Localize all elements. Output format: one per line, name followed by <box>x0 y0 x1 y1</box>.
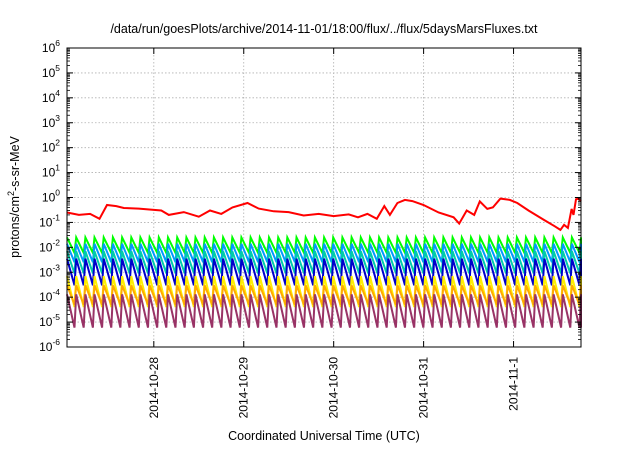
series-line-2 <box>66 243 582 263</box>
series-line-1 <box>66 233 582 257</box>
chart-title: /data/run/goesPlots/archive/2014-11-01/1… <box>110 22 538 36</box>
y-tick-label: 10-5 <box>39 312 60 329</box>
y-tick-label-base: 10 <box>42 191 56 205</box>
y-tick-label-base: 10 <box>42 91 56 105</box>
y-tick-label: 100 <box>42 188 60 205</box>
y-tick-label-base: 10 <box>39 240 53 254</box>
y-axis-label-pre: protons/cm <box>8 196 22 258</box>
x-tick-label: 2014-10-31 <box>417 357 431 419</box>
y-tick-label-base: 10 <box>39 290 53 304</box>
y-tick-label: 102 <box>42 138 60 155</box>
axis-ticks: 10-610-510-410-310-210-11001011021031041… <box>39 38 581 418</box>
y-tick-label-exponent: -2 <box>52 237 60 247</box>
y-tick-label: 10-3 <box>39 262 60 279</box>
y-tick-label-exponent: 3 <box>55 113 60 123</box>
y-tick-label: 101 <box>42 163 60 180</box>
y-tick-label-exponent: -6 <box>52 337 60 347</box>
series-line-4 <box>66 258 582 286</box>
y-tick-label-base: 10 <box>39 215 53 229</box>
series-line-6 <box>66 284 582 306</box>
y-tick-label: 10-6 <box>39 337 60 354</box>
y-tick-label-base: 10 <box>42 166 56 180</box>
y-tick-label: 10-4 <box>39 287 60 304</box>
y-tick-label: 103 <box>42 113 60 130</box>
y-axis-label-post: -s-sr-MeV <box>8 135 22 191</box>
y-tick-label-base: 10 <box>39 265 53 279</box>
y-tick-label-exponent: -1 <box>52 212 60 222</box>
series-group <box>66 197 582 328</box>
x-tick-label: 2014-11-1 <box>507 357 521 411</box>
y-tick-label-base: 10 <box>39 315 53 329</box>
y-tick-label-base: 10 <box>42 116 56 130</box>
x-tick-label: 2014-10-29 <box>237 357 251 419</box>
y-tick-label-exponent: 4 <box>55 88 60 98</box>
y-tick-label-exponent: -5 <box>52 312 60 322</box>
y-tick-label-base: 10 <box>42 41 56 55</box>
y-tick-label-exponent: -4 <box>52 287 60 297</box>
y-tick-label: 106 <box>42 38 60 55</box>
y-tick-label-exponent: -3 <box>52 262 60 272</box>
y-tick-label-exponent: 5 <box>55 63 60 73</box>
series-line-3 <box>66 250 582 274</box>
y-tick-label-exponent: 2 <box>55 138 60 148</box>
series-line-7 <box>66 294 582 328</box>
y-tick-label-exponent: 6 <box>55 38 60 48</box>
y-tick-label-base: 10 <box>42 66 56 80</box>
y-tick-label: 10-1 <box>39 212 60 229</box>
y-tick-label-base: 10 <box>39 340 53 354</box>
y-tick-label-base: 10 <box>42 141 56 155</box>
x-tick-label: 2014-10-28 <box>147 357 161 419</box>
y-tick-label-exponent: 0 <box>55 188 60 198</box>
y-tick-label: 10-2 <box>39 237 60 254</box>
series-line-0 <box>66 197 582 232</box>
y-tick-label: 105 <box>42 63 60 80</box>
x-tick-label: 2014-10-30 <box>327 357 341 419</box>
x-axis-label: Coordinated Universal Time (UTC) <box>228 429 420 443</box>
y-tick-label: 104 <box>42 88 60 105</box>
y-axis-label: protons/cm2-s-sr-MeV <box>6 135 22 257</box>
y-axis-label-sup: 2 <box>6 191 16 196</box>
y-tick-label-exponent: 1 <box>55 163 60 173</box>
